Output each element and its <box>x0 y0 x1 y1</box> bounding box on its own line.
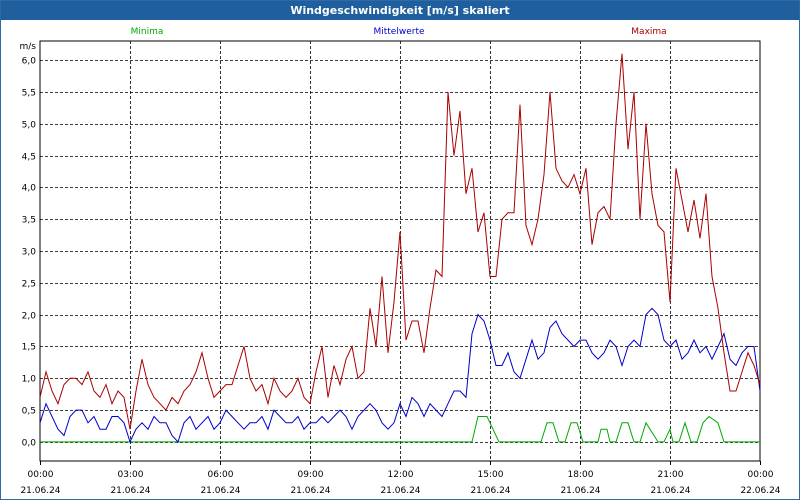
x-tick-time-label: 21:00 <box>658 470 684 480</box>
y-tick-label: 1,0 <box>22 375 37 385</box>
x-tick-date-label: 21.06.24 <box>380 486 420 496</box>
y-tick-label: 5,0 <box>22 121 37 131</box>
x-tick-time-label: 00:00 <box>28 470 54 480</box>
x-tick-time-label: 15:00 <box>478 470 504 480</box>
x-tick-date-label: 21.06.24 <box>290 486 330 496</box>
legend-label-minima: Minima <box>131 27 164 37</box>
x-tick-date-label: 21.06.24 <box>650 486 690 496</box>
x-tick-date-label: 21.06.24 <box>470 486 510 496</box>
legend-label-mittelwerte: Mittelwerte <box>373 27 424 37</box>
series-line-maxima <box>39 53 761 430</box>
y-tick-label: 1,5 <box>22 343 36 353</box>
y-tick-label: 3,0 <box>22 248 37 258</box>
x-tick-time-label: 06:00 <box>208 470 234 480</box>
x-tick-time-label: 18:00 <box>568 470 594 480</box>
x-tick-date-label: 22.06.24 <box>740 486 780 496</box>
legend: Minima Mittelwerte Maxima <box>131 27 667 37</box>
x-tick-time-label: 09:00 <box>298 470 324 480</box>
x-tick-time-label: 12:00 <box>388 470 414 480</box>
legend-label-maxima: Maxima <box>631 27 666 37</box>
chart-title: Windgeschwindigkeit [m/s] skaliert <box>1 1 799 20</box>
axis-labels: 0,0 0,5 1,0 1,5 2,0 2,5 3,0 3,5 4,0 4,5 5,0 5,5 6,0 m… <box>20 42 781 496</box>
y-tick-label: 2,5 <box>22 280 36 290</box>
series-line-mittelwerte <box>39 307 761 444</box>
y-tick-label: 2,0 <box>22 312 37 322</box>
series-line-minima <box>40 415 760 443</box>
x-tick-date-label: 21.06.24 <box>200 486 240 496</box>
y-tick-label: 5,5 <box>22 89 36 99</box>
grid-lines <box>40 41 760 461</box>
plot-area <box>39 40 761 462</box>
y-tick-label: 6,0 <box>22 57 37 67</box>
x-tick-date-label: 21.06.24 <box>110 486 150 496</box>
x-tick-time-label: 00:00 <box>748 470 774 480</box>
y-tick-label: 0,0 <box>22 439 37 449</box>
y-tick-label: 4,0 <box>22 184 37 194</box>
x-tick-time-label: 03:00 <box>118 470 144 480</box>
series-lines <box>39 53 761 444</box>
y-axis-unit-label: m/s <box>20 42 37 52</box>
y-tick-label: 4,5 <box>22 153 36 163</box>
y-tick-label: 3,5 <box>22 216 36 226</box>
x-tick-date-label: 21.06.24 <box>560 486 600 496</box>
x-tick-date-label: 21.06.24 <box>20 486 60 496</box>
y-tick-label: 0,5 <box>22 407 36 417</box>
